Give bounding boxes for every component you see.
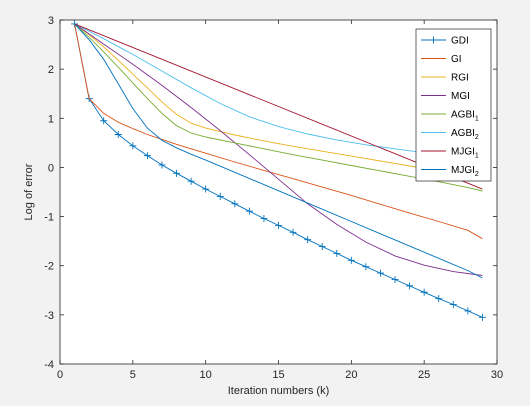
legend-label-rgi: RGI xyxy=(451,73,469,84)
y-tick-label: 2 xyxy=(48,64,54,76)
data-point xyxy=(231,200,239,208)
legend-label-mjgi2: MJGI2 xyxy=(451,165,479,178)
data-point xyxy=(100,117,108,125)
y-tick-label: -2 xyxy=(44,261,54,273)
data-point xyxy=(464,307,472,315)
data-point xyxy=(245,207,253,215)
series-line-mjgi1 xyxy=(74,23,483,190)
data-point xyxy=(158,161,166,169)
y-tick-label: 0 xyxy=(48,162,54,174)
y-tick-label: -1 xyxy=(44,212,54,224)
data-point xyxy=(187,177,195,185)
data-point xyxy=(449,301,457,309)
data-point xyxy=(173,169,181,177)
data-point xyxy=(129,142,137,150)
x-tick-label: 10 xyxy=(200,369,212,381)
series-line-rgi xyxy=(74,23,483,181)
series-line-agbi2 xyxy=(74,23,483,161)
x-tick-label: 30 xyxy=(491,369,503,381)
data-point xyxy=(304,236,312,244)
data-point xyxy=(318,243,326,251)
series-line-agbi1 xyxy=(74,23,483,192)
data-point xyxy=(362,263,370,271)
data-point xyxy=(435,295,443,303)
data-point xyxy=(289,228,297,236)
x-axis-label: Iteration numbers (k) xyxy=(228,385,329,397)
y-tick-label: 1 xyxy=(48,113,54,125)
legend-label-agbi2: AGBI2 xyxy=(451,128,479,141)
data-point xyxy=(275,221,282,229)
data-point xyxy=(420,288,428,296)
legend-label-agbi1: AGBI1 xyxy=(451,110,479,123)
legend-box xyxy=(415,28,492,182)
data-point xyxy=(376,269,384,277)
series-line-mjgi2 xyxy=(74,23,483,279)
ticks-layer: 0 5 10 15 20 25 30 -4 -3 -2 -1 0 1 2 3 xyxy=(44,15,503,381)
data-point xyxy=(333,249,341,257)
x-tick-label: 5 xyxy=(130,369,136,381)
data-point xyxy=(406,282,414,290)
y-tick-label: 3 xyxy=(48,15,54,27)
y-tick-label: -4 xyxy=(44,359,54,371)
y-tick-label: -3 xyxy=(44,310,54,322)
legend-label-mjgi1: MJGI1 xyxy=(451,147,479,160)
x-tick-label: 0 xyxy=(57,369,63,381)
data-point xyxy=(347,256,355,264)
data-point xyxy=(260,215,268,223)
data-point xyxy=(202,185,210,193)
legend-label-mgi: MGI xyxy=(451,91,470,102)
x-tick-label: 20 xyxy=(345,369,357,381)
data-point xyxy=(216,192,224,200)
legend-marker xyxy=(430,36,437,44)
legend-label-gi: GI xyxy=(451,54,462,65)
y-axis-label: Log of error xyxy=(23,163,35,220)
data-point xyxy=(391,275,399,283)
data-point xyxy=(478,313,486,321)
series-layer xyxy=(71,20,486,321)
x-tick-label: 25 xyxy=(418,369,430,381)
series-line-gi xyxy=(74,23,483,240)
x-tick-label: 15 xyxy=(272,369,284,381)
series-line-mgi xyxy=(74,23,483,276)
data-point xyxy=(114,131,122,139)
legend-label-gdi: GDI xyxy=(451,36,469,47)
legend: GDI GI RGI MGI AGBI1 AGBI2 MJGI1 MJGI2 xyxy=(415,28,492,182)
data-point xyxy=(143,152,151,160)
